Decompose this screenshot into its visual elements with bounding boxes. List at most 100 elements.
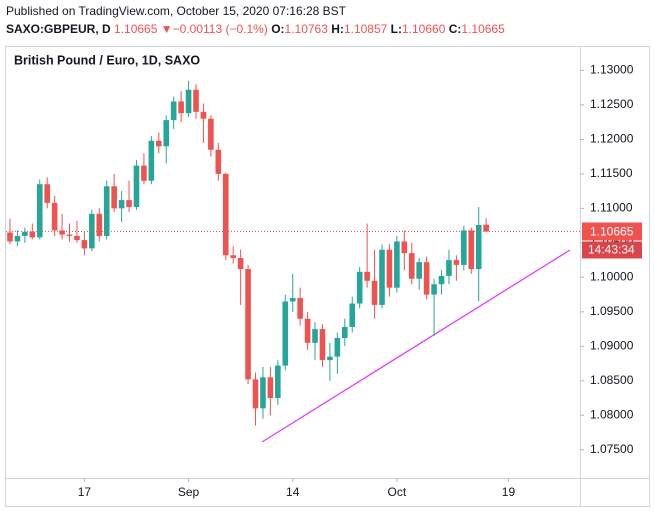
countdown-box bbox=[582, 241, 642, 259]
candle-body bbox=[44, 184, 50, 203]
candle-body bbox=[170, 101, 177, 121]
candle-body bbox=[289, 298, 296, 302]
y-tick-label: 1.09000 bbox=[590, 338, 634, 352]
candle-body bbox=[334, 338, 341, 357]
candle-body bbox=[304, 318, 311, 343]
candle-body bbox=[252, 379, 259, 409]
open-label: O: bbox=[271, 22, 285, 36]
candle-body bbox=[475, 224, 482, 270]
y-tick-label: 1.08500 bbox=[590, 373, 634, 387]
candle-body bbox=[178, 101, 184, 114]
x-tick-label: 14 bbox=[286, 485, 300, 499]
candle-body bbox=[282, 301, 289, 366]
last-price-box bbox=[582, 222, 642, 241]
candle-body bbox=[237, 258, 244, 270]
low-label: L: bbox=[390, 22, 402, 36]
candle-body bbox=[468, 230, 475, 270]
candle-body bbox=[297, 298, 303, 319]
candle-body bbox=[29, 231, 36, 238]
y-tick-label: 1.11500 bbox=[590, 166, 633, 180]
arrow: ▼ bbox=[160, 22, 173, 36]
candle-body bbox=[408, 253, 415, 279]
candle-body bbox=[394, 241, 400, 288]
candle-body bbox=[89, 213, 95, 249]
y-tick-label: 1.13000 bbox=[590, 63, 634, 77]
candle-body bbox=[126, 200, 132, 207]
candle-body bbox=[379, 249, 385, 305]
candle-body bbox=[156, 140, 162, 147]
candle-body bbox=[118, 200, 125, 209]
y-tick-label: 1.09500 bbox=[590, 304, 634, 318]
trend-line bbox=[261, 249, 571, 443]
candle-body bbox=[416, 262, 422, 279]
candle-body bbox=[59, 230, 65, 235]
close: 1.10665 bbox=[461, 22, 505, 36]
candle-body bbox=[245, 269, 251, 380]
countdown-label: 14:43:34 bbox=[588, 243, 635, 257]
candle-body bbox=[461, 230, 467, 265]
candle-body bbox=[356, 271, 363, 304]
candle-body bbox=[364, 271, 370, 281]
candle-body bbox=[111, 186, 117, 209]
y-tick-label: 1.12000 bbox=[590, 132, 634, 146]
candle-body bbox=[141, 165, 147, 181]
candle-body bbox=[267, 377, 274, 399]
candle-body bbox=[230, 255, 236, 259]
candle-body bbox=[148, 140, 155, 181]
candle-body bbox=[215, 149, 222, 174]
open: 1.10763 bbox=[284, 22, 328, 36]
candle-body bbox=[312, 329, 318, 343]
candle-body bbox=[96, 213, 103, 236]
high-label: H: bbox=[331, 22, 344, 36]
candle-body bbox=[185, 89, 192, 114]
candle-body bbox=[386, 249, 393, 288]
candle-body bbox=[193, 89, 199, 112]
low: 1.10660 bbox=[402, 22, 446, 36]
x-tick-label: 19 bbox=[502, 485, 516, 499]
candle-body bbox=[51, 202, 58, 231]
y-tick-label: 1.10000 bbox=[590, 269, 634, 283]
candle-body bbox=[133, 165, 140, 207]
candle-body bbox=[319, 329, 326, 361]
candle-body bbox=[446, 260, 452, 276]
ohlc-line: SAXO:GBPEUR, D 1.10665 ▼−0.00113 (−0.1%)… bbox=[6, 22, 505, 36]
y-tick-label: 1.11000 bbox=[590, 201, 633, 215]
close-label: C: bbox=[448, 22, 462, 36]
candle-body bbox=[103, 186, 110, 236]
frame bbox=[5, 46, 650, 507]
candle-body bbox=[14, 235, 21, 242]
candle-body bbox=[200, 111, 207, 119]
candle-body bbox=[163, 120, 170, 147]
candle-body bbox=[349, 303, 356, 327]
candle-body bbox=[342, 326, 348, 339]
chart-title: British Pound / Euro, 1D, SAXO bbox=[14, 53, 200, 67]
candle-body bbox=[423, 262, 430, 295]
candle-body bbox=[453, 260, 460, 265]
x-tick-label: 17 bbox=[78, 485, 92, 499]
candle-body bbox=[483, 224, 489, 232]
y-tick-label: 1.08000 bbox=[590, 407, 634, 421]
published-line: Published on TradingView.com, October 15… bbox=[6, 4, 346, 18]
candle-body bbox=[7, 232, 13, 242]
candle-body bbox=[371, 280, 378, 305]
y-tick-label: 1.07500 bbox=[590, 442, 634, 456]
symbol: SAXO:GBPEUR, D bbox=[6, 22, 111, 36]
last-price-label: 1.10665 bbox=[590, 225, 634, 239]
candle-body bbox=[208, 118, 214, 150]
candle-body bbox=[222, 173, 229, 256]
candle-body bbox=[438, 275, 445, 285]
y-tick-label: 1.12500 bbox=[590, 97, 634, 111]
candle-body bbox=[36, 184, 43, 238]
x-tick-label: Oct bbox=[388, 485, 407, 499]
last: 1.10665 bbox=[114, 22, 158, 36]
candle-body bbox=[401, 241, 408, 254]
x-tick-label: Sep bbox=[178, 485, 200, 499]
change: −0.00113 (−0.1%) bbox=[172, 22, 268, 36]
candle-body bbox=[275, 365, 281, 399]
candle-body bbox=[74, 235, 80, 241]
candle-body bbox=[81, 240, 88, 249]
candle-body bbox=[22, 231, 28, 236]
candle-body bbox=[327, 356, 333, 361]
